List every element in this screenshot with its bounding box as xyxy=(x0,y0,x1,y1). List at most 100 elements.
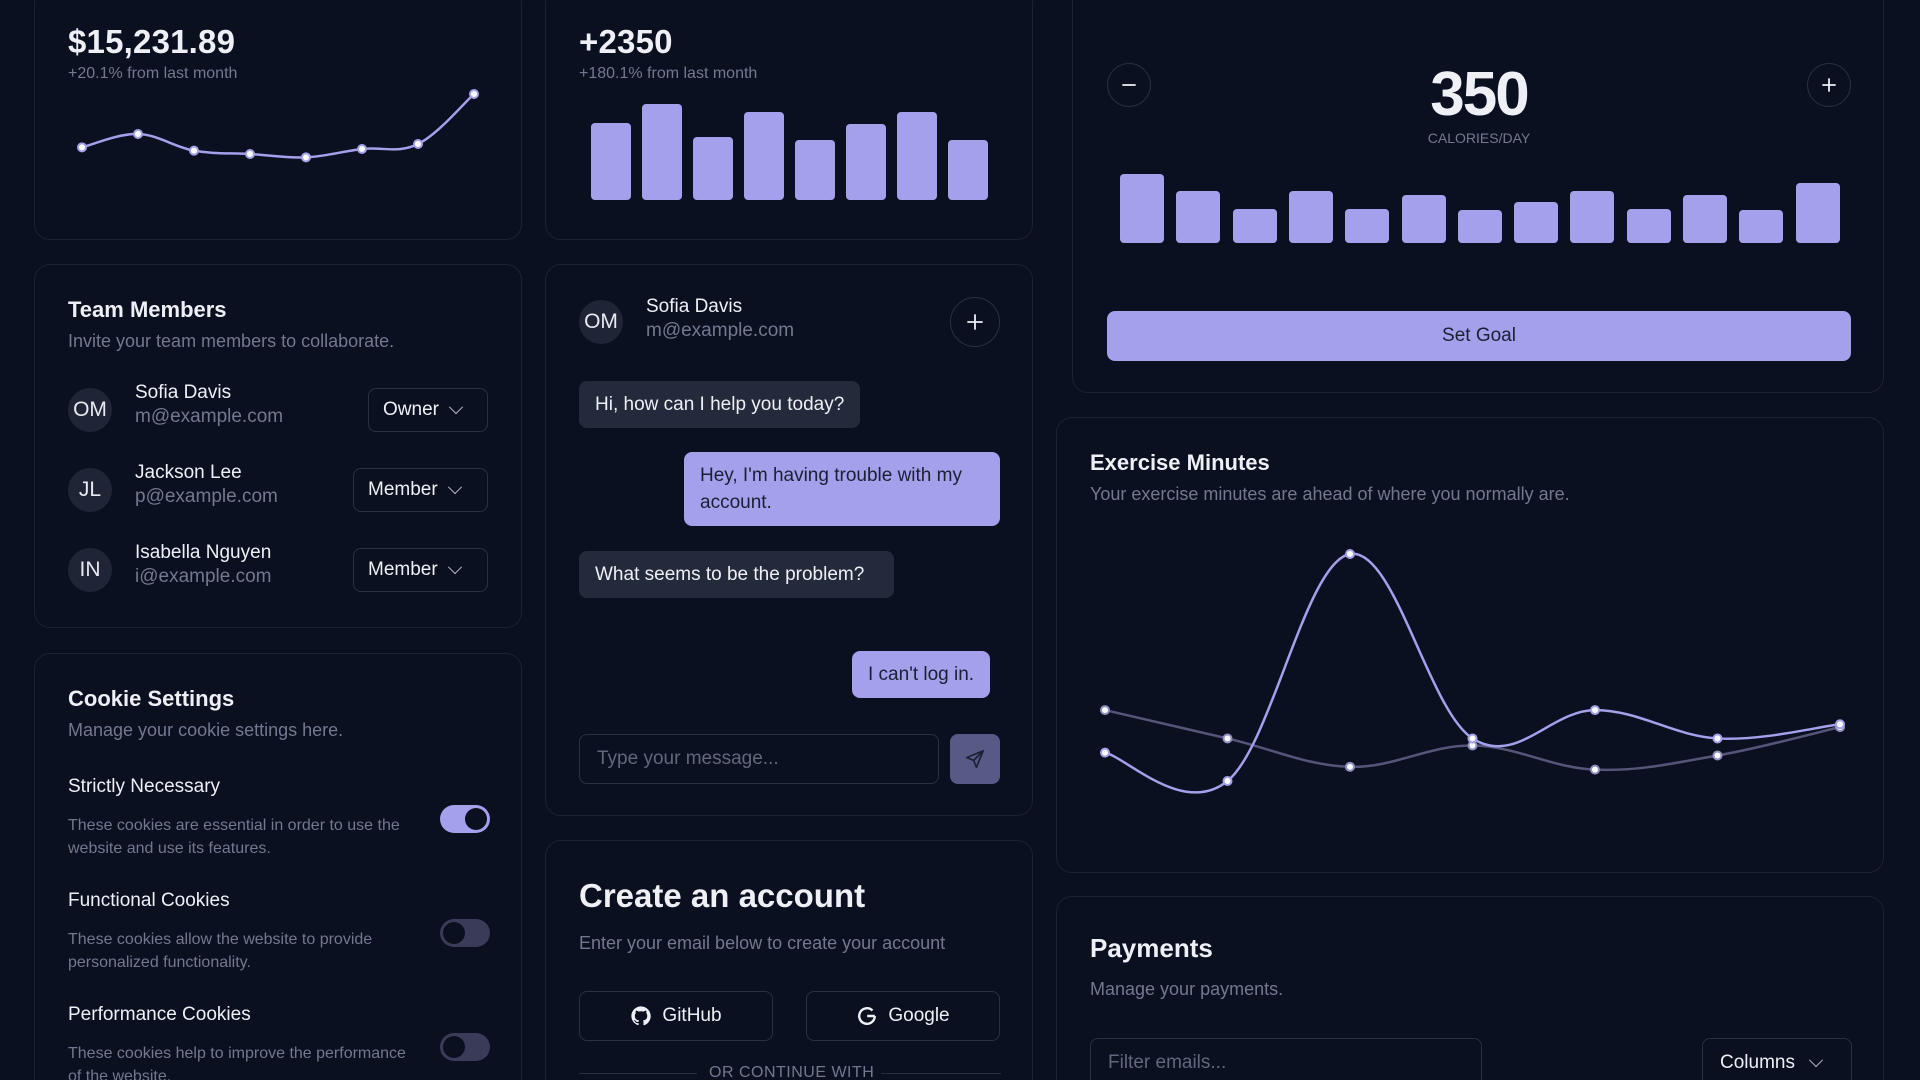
payments-card: Payments Manage your payments. Columns xyxy=(1056,896,1884,1080)
performance-cookies-toggle[interactable] xyxy=(440,1033,490,1061)
chart-bar xyxy=(1232,208,1277,243)
minus-icon xyxy=(1122,84,1136,86)
data-point xyxy=(1100,747,1110,758)
data-point xyxy=(1222,776,1233,786)
role-select[interactable]: Member xyxy=(353,548,488,592)
goal-unit: CALORIES/DAY xyxy=(1427,130,1531,146)
data-point xyxy=(413,139,423,149)
columns-dropdown[interactable]: Columns xyxy=(1702,1038,1852,1080)
chat-contact-avatar: OM xyxy=(579,300,623,344)
data-point xyxy=(1712,750,1723,761)
role-select[interactable]: Member xyxy=(353,468,488,512)
chat-message-agent: Hi, how can I help you today? xyxy=(579,381,861,428)
toggle-thumb xyxy=(443,1036,465,1058)
google-label: Google xyxy=(888,1005,950,1026)
data-point xyxy=(1345,549,1355,559)
exercise-line-chart xyxy=(1100,549,1845,794)
member-name: Isabella Nguyen xyxy=(135,542,272,563)
chart-bar xyxy=(1514,201,1559,243)
chat-message-input[interactable] xyxy=(579,734,939,784)
member-name: Sofia Davis xyxy=(135,382,232,403)
add-contact-button[interactable] xyxy=(950,297,1000,347)
set-goal-button[interactable]: Set Goal xyxy=(1107,311,1851,361)
team-title: Team Members xyxy=(68,297,227,322)
create-account-card: Create an account Enter your email below… xyxy=(545,840,1033,1080)
data-point xyxy=(1590,705,1600,716)
functional-cookies-toggle[interactable] xyxy=(440,919,490,947)
chart-bar xyxy=(948,140,988,200)
data-point xyxy=(189,145,199,156)
avatar: JL xyxy=(68,468,112,512)
chat-message-user: Hey, I'm having trouble with my account. xyxy=(684,452,1000,526)
cookie-item-description: These cookies allow the website to provi… xyxy=(68,931,373,971)
github-button[interactable]: GitHub xyxy=(579,991,773,1041)
role-select-value: Member xyxy=(368,559,438,580)
cookie-item-description: These cookies are essential in order to … xyxy=(68,817,400,857)
data-point xyxy=(1100,705,1110,716)
cookie-item-title: Strictly Necessary xyxy=(68,776,221,797)
chart-bar xyxy=(1345,208,1390,243)
filter-emails-input[interactable] xyxy=(1090,1038,1482,1080)
chat-contact-email: m@example.com xyxy=(646,320,795,341)
send-message-button[interactable] xyxy=(950,734,1000,784)
chart-bar xyxy=(1120,174,1164,243)
team-description: Invite your team members to collaborate. xyxy=(68,331,395,351)
increase-goal-button[interactable] xyxy=(1807,63,1851,107)
member-email: i@example.com xyxy=(135,566,272,587)
create-account-title: Create an account xyxy=(579,877,866,914)
exercise-minutes-card: Exercise Minutes Your exercise minutes a… xyxy=(1056,417,1884,873)
avatar: OM xyxy=(68,388,112,432)
data-point xyxy=(357,144,367,154)
calorie-goal-card: 350 CALORIES/DAY Set Goal xyxy=(1072,0,1884,393)
avatar: IN xyxy=(68,548,112,592)
chevron-down-icon xyxy=(447,560,462,575)
chevron-down-icon xyxy=(447,480,462,495)
strictly-necessary-toggle[interactable] xyxy=(440,805,490,833)
chart-bar xyxy=(642,104,682,200)
divider-text: OR CONTINUE WITH xyxy=(709,1064,875,1080)
team-member-row: OM Sofia Davis m@example.com Owner xyxy=(35,382,521,435)
chart-bar xyxy=(846,124,886,200)
toggle-thumb xyxy=(443,922,465,944)
cookie-settings-card: Cookie Settings Manage your cookie setti… xyxy=(34,653,522,1080)
google-icon xyxy=(858,1007,877,1025)
create-account-description: Enter your email below to create your ac… xyxy=(579,933,946,953)
decrease-goal-button[interactable] xyxy=(1107,63,1151,107)
chart-bar xyxy=(1570,191,1615,243)
data-point xyxy=(1345,761,1355,772)
chart-bar xyxy=(1626,208,1671,243)
toggle-thumb xyxy=(465,808,487,830)
chat-contact-name: Sofia Davis xyxy=(646,296,743,317)
columns-label: Columns xyxy=(1720,1052,1795,1073)
cookie-item-title: Functional Cookies xyxy=(68,890,230,911)
data-point xyxy=(1467,733,1478,744)
chart-bar xyxy=(693,136,733,200)
cookie-description: Manage your cookie settings here. xyxy=(68,720,344,740)
role-select-value: Member xyxy=(368,479,438,500)
data-point xyxy=(1712,733,1723,744)
member-email: p@example.com xyxy=(135,486,278,507)
subscriptions-value: +2350 xyxy=(579,23,673,60)
revenue-card: $15,231.89 +20.1% from last month xyxy=(34,0,522,240)
revenue-value: $15,231.89 xyxy=(68,23,236,60)
chart-bar xyxy=(1288,191,1333,243)
member-name: Jackson Lee xyxy=(135,462,242,483)
data-point xyxy=(77,142,87,153)
chart-bar xyxy=(1401,195,1446,243)
exercise-title: Exercise Minutes xyxy=(1090,450,1270,475)
chevron-down-icon xyxy=(1808,1053,1824,1068)
divider-line xyxy=(579,1073,697,1074)
team-member-row: JL Jackson Lee p@example.com Member xyxy=(35,462,521,515)
data-point xyxy=(469,89,479,99)
member-email: m@example.com xyxy=(135,406,284,427)
revenue-change: +20.1% from last month xyxy=(68,65,238,82)
data-point xyxy=(133,129,143,139)
chat-message-user: I can't log in. xyxy=(852,651,991,698)
chart-bar xyxy=(744,111,784,200)
plus-icon xyxy=(967,314,983,330)
data-point xyxy=(1835,719,1845,730)
github-icon xyxy=(631,1006,652,1026)
chart-bar xyxy=(1457,210,1502,243)
role-select[interactable]: Owner xyxy=(368,388,488,432)
google-button[interactable]: Google xyxy=(806,991,1000,1041)
